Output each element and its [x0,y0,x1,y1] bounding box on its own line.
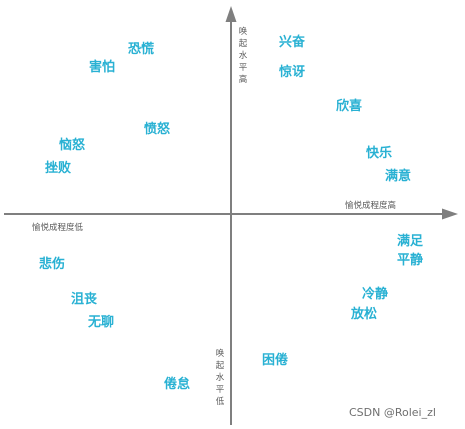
y-axis-bottom-label: 唤起水平低 [216,348,225,407]
axis-label-char: 起 [239,39,248,49]
emotion-kuaile: 快乐 [366,145,392,161]
emotion-jusang: 沮丧 [71,291,98,307]
emotion-lengjing: 冷静 [362,286,388,302]
emotion-labels: 恐慌 害怕 兴奋 惊讶 欣喜 愤怒 恼怒 挫败 快乐 满意 满足 平静 悲伤 沮… [39,34,424,392]
emotion-manzu: 满足 [397,233,424,249]
x-axis-left-label: 愉悦成程度低 [32,222,84,233]
emotion-manyi: 满意 [385,168,411,184]
emotion-haipa: 害怕 [89,59,115,75]
axis-label-char: 唤 [239,26,248,37]
emotion-fennu: 愤怒 [144,121,170,137]
emotion-kongjing: 恐慌 [128,41,154,57]
emotion-wuliao: 无聊 [87,314,114,330]
vertical-axis-arrowhead [225,6,237,22]
emotion-pingjing: 平静 [397,252,423,268]
axis-label-char: 起 [216,361,225,371]
axis-label-char: 平 [216,385,225,395]
watermark-text: CSDN @Rolei_zl [349,406,436,419]
emotion-juandai: 倦怠 [164,376,190,392]
emotion-kunjuan: 困倦 [262,352,288,368]
emotion-xingfen: 兴奋 [279,34,306,50]
y-axis-top-label: 唤起水平高 [239,26,248,85]
axis-label-char: 平 [239,63,248,73]
axis-label-char: 唤 [216,348,225,359]
horizontal-axis-arrowhead [442,208,458,220]
x-axis-right-label: 愉悦成程度高 [345,200,396,211]
emotion-xinxi: 欣喜 [336,98,362,114]
emotion-cuobai: 挫败 [45,160,71,176]
axis-label-char: 水 [216,372,225,383]
axis-label-char: 水 [239,50,248,61]
emotion-beishang: 悲伤 [39,256,65,272]
emotion-jingya: 惊讶 [279,64,305,80]
axis-label-char: 低 [216,396,225,407]
axis-label-char: 高 [239,74,248,85]
emotion-naonu: 恼怒 [59,137,85,153]
emotion-fangsong: 放松 [350,306,377,322]
